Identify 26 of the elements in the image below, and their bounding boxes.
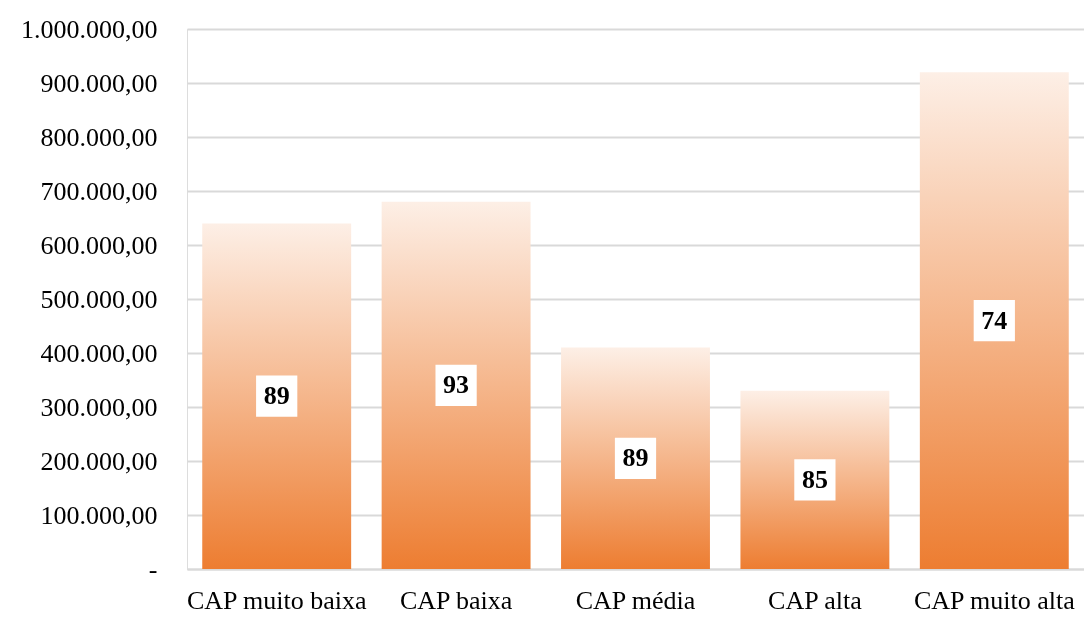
y-tick-label: 400.000,00 bbox=[40, 338, 158, 368]
annotation: 89 bbox=[263, 381, 290, 411]
x-tick-label: CAP média bbox=[575, 585, 696, 615]
annotation: 74 bbox=[981, 305, 1008, 335]
bar bbox=[202, 223, 352, 569]
y-tick-label: 200.000,00 bbox=[40, 446, 158, 476]
y-tick-label: 300.000,00 bbox=[40, 392, 158, 422]
annotation: 89 bbox=[622, 443, 649, 473]
y-tick-label: 100.000,00 bbox=[40, 500, 158, 530]
bar bbox=[561, 347, 710, 569]
y-tick-label: 1.000.000,00 bbox=[21, 14, 158, 44]
bar bbox=[381, 201, 531, 569]
y-tick-label: 800.000,00 bbox=[40, 122, 158, 152]
y-tick-label: 600.000,00 bbox=[40, 230, 158, 260]
y-tick-label: - bbox=[148, 554, 158, 584]
bar bbox=[740, 390, 890, 569]
bar bbox=[919, 72, 1069, 569]
y-tick-label: 700.000,00 bbox=[40, 176, 158, 206]
annotation: 93 bbox=[443, 370, 470, 400]
x-tick-label: CAP muito alta bbox=[913, 585, 1076, 615]
annotation: 85 bbox=[801, 464, 828, 494]
x-tick-label: CAP baixa bbox=[399, 585, 513, 615]
x-tick-label: CAP muito baixa bbox=[186, 585, 367, 615]
x-tick-label: CAP alta bbox=[768, 585, 863, 615]
y-tick-label: 500.000,00 bbox=[40, 284, 158, 314]
y-tick-label: 900.000,00 bbox=[40, 68, 158, 98]
